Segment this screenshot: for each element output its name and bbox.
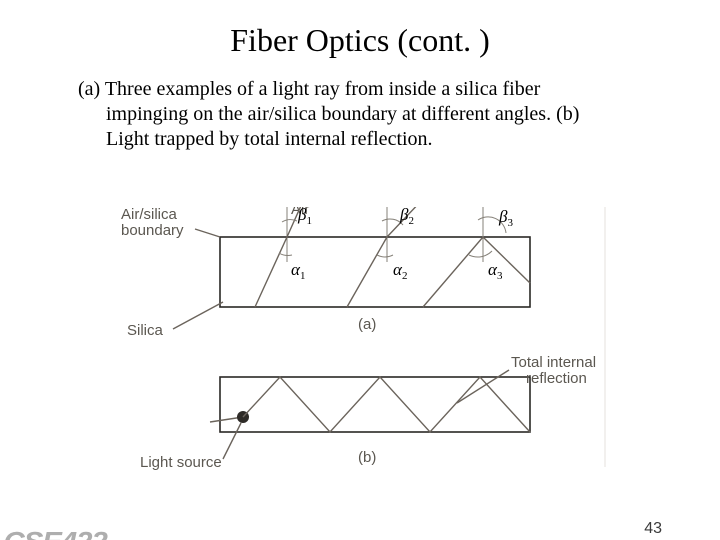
silica-pointer <box>173 302 223 329</box>
tir-label-1: Total internal <box>511 354 596 371</box>
diagram-svg: Air Air/silica boundary Silica <box>115 207 620 497</box>
figure-b: Total internal reflection Light source (… <box>140 354 596 471</box>
arc-alpha-1 <box>279 253 292 256</box>
tir-zigzag <box>243 377 530 432</box>
alpha-2-label: α2 <box>393 260 407 282</box>
incident-ray-2 <box>347 237 387 307</box>
para-line-3: Light trapped by total internal reflecti… <box>106 127 650 152</box>
page-number: 43 <box>644 520 662 538</box>
slide: Fiber Optics (cont. ) (a) Three examples… <box>0 22 720 540</box>
tir-label-2: reflection <box>526 370 587 387</box>
figure-a: Air Air/silica boundary Silica <box>121 207 530 339</box>
alpha-1-label: α1 <box>291 260 305 282</box>
air-silica-label-1: Air/silica <box>121 207 177 223</box>
boundary-pointer <box>195 229 220 237</box>
arc-alpha-3 <box>469 251 492 257</box>
fig-a-caption: (a) <box>358 316 376 333</box>
tir-pointer <box>457 370 509 403</box>
incident-ray-3 <box>423 237 483 307</box>
beta-1-label: β1 <box>297 207 312 227</box>
para-line-2: impinging on the air/silica boundary at … <box>106 102 650 127</box>
light-source-pointer <box>223 423 241 459</box>
fig-b-caption: (b) <box>358 449 376 466</box>
light-source-label: Light source <box>140 454 222 471</box>
para-line-1: (a) Three examples of a light ray from i… <box>78 78 540 100</box>
incident-ray-1 <box>255 237 287 307</box>
air-silica-label-2: boundary <box>121 222 184 239</box>
figure-container: Air Air/silica boundary Silica <box>115 207 620 497</box>
page-title: Fiber Optics (cont. ) <box>0 22 720 59</box>
course-code: CSE422 <box>4 526 107 540</box>
body-paragraph: (a) Three examples of a light ray from i… <box>78 77 650 152</box>
arc-alpha-2 <box>377 255 393 257</box>
silica-label: Silica <box>127 322 164 339</box>
alpha-3-label: α3 <box>488 260 503 282</box>
beta-3-label: β3 <box>498 207 513 229</box>
fiber-rect <box>220 377 530 432</box>
